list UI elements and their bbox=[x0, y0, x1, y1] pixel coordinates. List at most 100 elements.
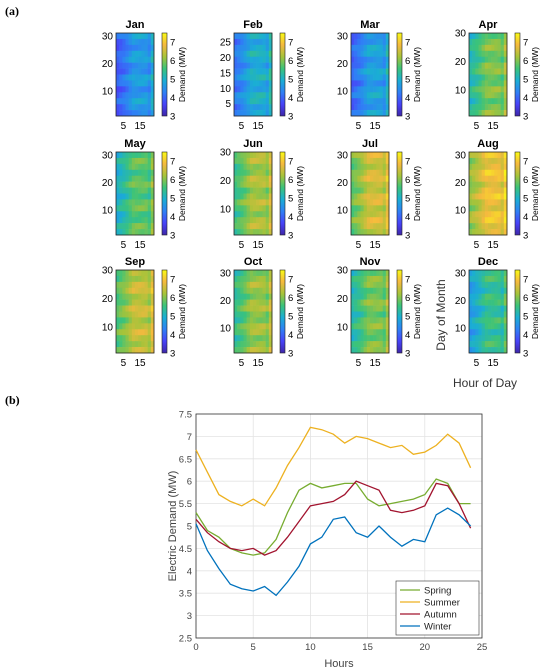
heatmap-cell bbox=[116, 68, 120, 75]
heatmap-cell bbox=[360, 50, 364, 58]
heatmap-cell bbox=[376, 335, 380, 342]
heatmap-cell bbox=[243, 56, 247, 63]
heatmap-cell bbox=[351, 152, 355, 159]
heatmap-cell bbox=[481, 157, 486, 165]
heatmap-cell bbox=[253, 299, 257, 306]
heatmap-cell bbox=[370, 287, 374, 295]
heatmap-cell bbox=[125, 98, 129, 105]
heatmap-cell bbox=[138, 323, 142, 330]
heatmap-cell bbox=[119, 335, 123, 342]
heatmap-cell bbox=[469, 152, 473, 159]
heatmap-cell bbox=[259, 62, 263, 69]
heatmap-cell bbox=[147, 311, 152, 318]
heatmap-cell bbox=[144, 270, 148, 277]
series-line-winter bbox=[195, 507, 472, 597]
heatmap-cell bbox=[497, 152, 501, 159]
xtick-label: 10 bbox=[305, 642, 316, 653]
heatmap-cell bbox=[491, 163, 495, 171]
heatmap-cell bbox=[379, 287, 383, 295]
heatmap-cell bbox=[144, 323, 148, 330]
heatmap-cell bbox=[354, 299, 358, 306]
heatmap-cell bbox=[382, 68, 387, 75]
heatmap-cell bbox=[150, 305, 155, 312]
heatmap-cell bbox=[147, 229, 152, 236]
heatmap-cell bbox=[488, 80, 492, 87]
heatmap-cell bbox=[484, 329, 489, 336]
heatmap-cell bbox=[246, 104, 251, 111]
heatmap-cell bbox=[484, 50, 489, 58]
heatmap-cell bbox=[373, 275, 377, 283]
heatmap-cell bbox=[370, 80, 374, 87]
heatmap-cell bbox=[484, 270, 489, 277]
heatmap-cell bbox=[385, 50, 390, 58]
heatmap-cell bbox=[150, 181, 155, 188]
heatmap-cell bbox=[240, 341, 244, 348]
heatmap-cell bbox=[144, 110, 148, 117]
heatmap-cell bbox=[472, 281, 476, 289]
xtick-label: 15 bbox=[362, 642, 373, 653]
heatmap-cell bbox=[357, 169, 361, 177]
heatmap-ytick-label: 30 bbox=[337, 150, 349, 161]
heatmap-cell bbox=[119, 199, 123, 206]
heatmap-cell bbox=[382, 311, 387, 318]
heatmap-cell bbox=[481, 217, 486, 224]
heatmap-cell bbox=[246, 50, 251, 58]
heatmap-cell bbox=[240, 293, 244, 300]
heatmap-cell bbox=[481, 270, 486, 277]
heatmap-cell bbox=[259, 211, 263, 218]
heatmap-cell bbox=[363, 229, 368, 236]
colorbar-tick-label: 4 bbox=[170, 330, 175, 341]
heatmap-cell bbox=[249, 323, 254, 330]
heatmap-cell bbox=[150, 50, 155, 58]
heatmap-cell bbox=[122, 74, 126, 81]
heatmap-cell bbox=[262, 347, 266, 354]
heatmap-cell bbox=[478, 74, 482, 81]
heatmap-cell bbox=[475, 157, 479, 165]
heatmap-cell bbox=[150, 217, 155, 224]
heatmap-cell bbox=[469, 86, 473, 93]
colorbar-tick-label: 5 bbox=[523, 194, 528, 205]
heatmap-cell bbox=[256, 50, 260, 58]
heatmap-cell bbox=[246, 323, 251, 330]
heatmap-cell bbox=[360, 229, 364, 236]
heatmap-cell bbox=[256, 199, 260, 206]
heatmap-cell bbox=[491, 175, 495, 182]
heatmap-cell bbox=[481, 104, 486, 111]
heatmap-cell bbox=[360, 104, 364, 111]
heatmap-cell bbox=[503, 110, 508, 117]
heatmap-cell bbox=[491, 217, 495, 224]
colorbar-label: Demand (MW) bbox=[412, 284, 422, 339]
heatmap-ytick-label: 10 bbox=[455, 206, 467, 217]
heatmap-cell bbox=[249, 187, 254, 194]
heatmap-cell bbox=[262, 305, 266, 312]
heatmap-cell bbox=[144, 86, 148, 93]
heatmap-cell bbox=[481, 152, 486, 159]
heatmap-cell bbox=[494, 223, 498, 230]
heatmap-cell bbox=[385, 299, 390, 306]
heatmap-cell bbox=[122, 98, 126, 105]
heatmap-ytick-label: 20 bbox=[102, 178, 114, 189]
colorbar-label: Demand (MW) bbox=[177, 47, 187, 102]
heatmap-cell bbox=[363, 299, 368, 306]
heatmap-cell bbox=[262, 110, 266, 117]
heatmap-cell bbox=[481, 275, 486, 283]
heatmap-cell bbox=[494, 329, 498, 336]
heatmap-cell bbox=[497, 80, 501, 87]
heatmap-cell bbox=[125, 74, 129, 81]
heatmap-cell bbox=[253, 305, 257, 312]
heatmap-cell bbox=[382, 281, 387, 289]
heatmap-cell bbox=[475, 329, 479, 336]
heatmap-cell bbox=[373, 217, 377, 224]
heatmap-cell bbox=[119, 193, 123, 200]
heatmap-cell bbox=[491, 62, 495, 69]
heatmap-cell bbox=[491, 80, 495, 87]
heatmap-cell bbox=[370, 110, 374, 117]
heatmap-cell bbox=[119, 317, 123, 324]
heatmap-cell bbox=[240, 44, 244, 52]
heatmap-cell bbox=[128, 38, 133, 46]
heatmap-cell bbox=[475, 104, 479, 111]
heatmap-frame bbox=[468, 269, 508, 354]
heatmap-cell bbox=[366, 217, 371, 224]
colorbar-tick-label: 6 bbox=[405, 56, 410, 67]
